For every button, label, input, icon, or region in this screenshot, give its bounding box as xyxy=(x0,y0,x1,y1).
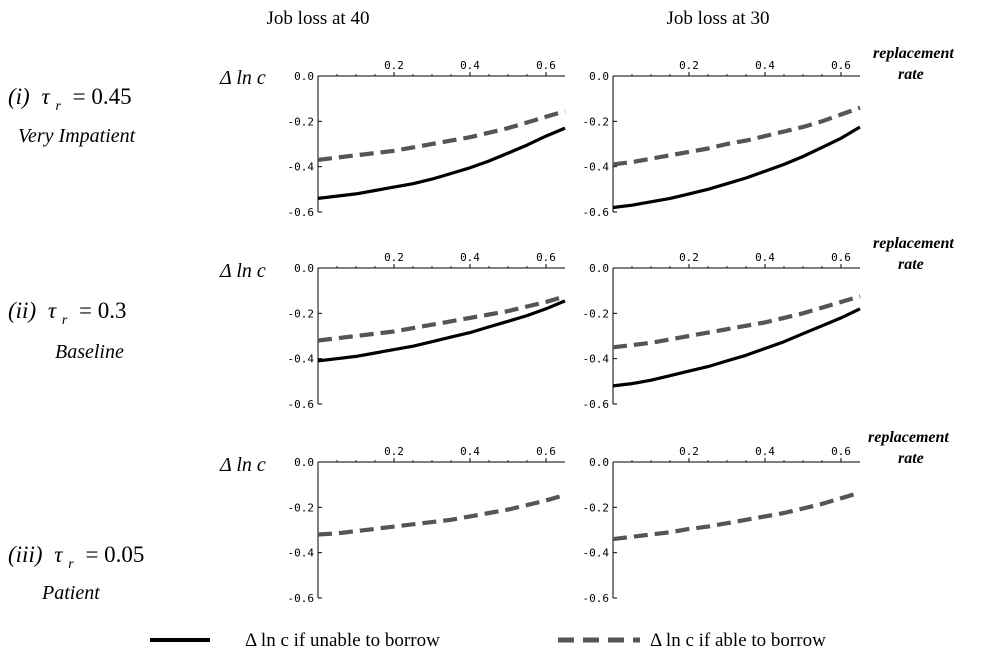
x-annotation-row-3: replacement rate xyxy=(868,429,949,467)
series-line-unable xyxy=(612,307,861,388)
panel-r3-c2: 0.2 0.4 0.6 0.0 -0.2 -0.4 -0.6 xyxy=(583,445,861,605)
y-tick-label: -0.2 xyxy=(583,307,610,320)
x-tick-label: 0.6 xyxy=(536,59,556,72)
legend-label-able: Δ ln c if able to borrow xyxy=(650,630,826,651)
row-tag: (i) xyxy=(8,84,30,109)
y-tick-label: -0.6 xyxy=(583,398,610,411)
series-line-able xyxy=(317,492,566,537)
y-tick-label: -0.6 xyxy=(583,592,610,605)
series-line-unable xyxy=(612,125,861,210)
x-tick-label: 0.4 xyxy=(460,251,480,264)
tau-symbol: τ xyxy=(48,298,57,323)
x-annotation-line2: rate xyxy=(898,256,924,273)
y-tick-label: -0.2 xyxy=(583,115,610,128)
x-tick-label: 0.2 xyxy=(384,445,404,458)
y-tick-label: -0.2 xyxy=(288,501,315,514)
row-tag: (iii) xyxy=(8,542,43,567)
tau-symbol: τ xyxy=(41,84,50,109)
y-tick-label: 0.0 xyxy=(589,70,609,83)
legend-label-unable: Δ ln c if unable to borrow xyxy=(245,630,440,651)
y-tick-label: 0.0 xyxy=(589,262,609,275)
x-tick-label: 0.4 xyxy=(755,251,775,264)
y-tick-label: -0.6 xyxy=(288,398,315,411)
x-annotation-row-2: replacement rate xyxy=(873,235,954,273)
x-annotation-line1: replacement xyxy=(873,235,954,252)
series-line-able xyxy=(317,294,566,343)
y-tick-label: -0.4 xyxy=(288,161,315,174)
y-tick-label: -0.4 xyxy=(583,547,610,560)
y-tick-label: -0.4 xyxy=(583,353,610,366)
x-tick-label: 0.4 xyxy=(460,445,480,458)
x-tick-label: 0.6 xyxy=(831,251,851,264)
y-axis-label: Δ ln c xyxy=(219,454,266,476)
row-label-patient: (iii) τ r = 0.05 Patient xyxy=(8,542,144,604)
x-annotation-line2: rate xyxy=(898,450,924,467)
y-tick-label: -0.6 xyxy=(583,206,610,219)
y-tick-label: -0.4 xyxy=(288,353,315,366)
tau-value: = 0.3 xyxy=(79,298,126,323)
y-tick-label: 0.0 xyxy=(589,456,609,469)
x-annotation-line1: replacement xyxy=(873,45,954,62)
series-line-able xyxy=(612,294,861,350)
series-line-able xyxy=(612,105,861,167)
x-annotation-row-1: replacement rate xyxy=(873,45,954,83)
y-tick-label: 0.0 xyxy=(294,70,314,83)
x-tick-label: 0.6 xyxy=(831,59,851,72)
tau-value: = 0.45 xyxy=(73,84,132,109)
x-tick-label: 0.2 xyxy=(384,251,404,264)
panel-r1-c1: 0.2 0.4 0.6 0.0 -0.2 -0.4 -0.6 xyxy=(288,59,566,219)
x-tick-label: 0.4 xyxy=(755,59,775,72)
panel-r2-c2: 0.2 0.4 0.6 0.0 -0.2 -0.4 -0.6 xyxy=(583,251,861,411)
y-tick-label: -0.6 xyxy=(288,206,315,219)
y-tick-label: 0.0 xyxy=(294,262,314,275)
x-tick-label: 0.2 xyxy=(384,59,404,72)
y-tick-label: -0.2 xyxy=(288,115,315,128)
svg-text:(ii) τ r = 0: (ii) τ r = 0.3 xyxy=(8,298,127,329)
x-tick-label: 0.2 xyxy=(679,445,699,458)
x-tick-label: 0.6 xyxy=(831,445,851,458)
row-label-baseline: (ii) τ r = 0.3 Baseline xyxy=(8,298,127,363)
row-subtitle: Very Impatient xyxy=(18,125,136,147)
tau-symbol: τ xyxy=(54,542,63,567)
column-title-job-loss-40: Job loss at 40 xyxy=(267,8,370,29)
row-label-very-impatient: (i) τ r = 0.45 Very Impatient xyxy=(8,84,136,147)
x-tick-label: 0.4 xyxy=(460,59,480,72)
row-tag: (ii) xyxy=(8,298,36,323)
row-subtitle: Patient xyxy=(41,582,100,604)
tau-subscript: r xyxy=(62,313,68,328)
panel-r3-c1: 0.2 0.4 0.6 0.0 -0.2 -0.4 -0.6 xyxy=(288,445,566,605)
series-line-able xyxy=(612,490,861,542)
y-axis-label: Δ ln c xyxy=(219,260,266,282)
x-tick-label: 0.2 xyxy=(679,59,699,72)
svg-text:(iii) τ r =: (iii) τ r = 0.05 xyxy=(8,542,144,573)
y-tick-label: -0.2 xyxy=(288,307,315,320)
y-tick-label: -0.4 xyxy=(583,161,610,174)
y-tick-label: 0.0 xyxy=(294,456,314,469)
x-annotation-line1: replacement xyxy=(868,429,949,446)
y-tick-label: -0.6 xyxy=(288,592,315,605)
column-title-job-loss-30: Job loss at 30 xyxy=(667,8,770,29)
x-tick-label: 0.4 xyxy=(755,445,775,458)
x-tick-label: 0.6 xyxy=(536,445,556,458)
y-tick-label: -0.2 xyxy=(583,501,610,514)
series-line-unable xyxy=(317,299,566,363)
panel-r1-c2: 0.2 0.4 0.6 0.0 -0.2 -0.4 -0.6 xyxy=(583,59,861,219)
panel-r2-c1: 0.2 0.4 0.6 0.0 -0.2 -0.4 -0.6 xyxy=(288,251,566,411)
series-line-unable xyxy=(317,126,566,200)
tau-value: = 0.05 xyxy=(85,542,144,567)
svg-text:(i) τ r = 0.: (i) τ r = 0.45 xyxy=(8,84,132,115)
tau-subscript: r xyxy=(68,557,74,572)
legend: Δ ln c if unable to borrow Δ ln c if abl… xyxy=(150,630,826,651)
y-tick-label: -0.4 xyxy=(288,547,315,560)
x-tick-label: 0.6 xyxy=(536,251,556,264)
series-line-able xyxy=(317,109,566,162)
x-annotation-line2: rate xyxy=(898,66,924,83)
x-tick-label: 0.2 xyxy=(679,251,699,264)
panels: 0.2 0.4 0.6 0.0 -0.2 -0.4 -0.6 0.2 0.4 0.6 0.0 -0.2… xyxy=(288,59,861,605)
y-axis-label: Δ ln c xyxy=(219,67,266,89)
row-subtitle: Baseline xyxy=(55,341,124,363)
tau-subscript: r xyxy=(55,99,61,114)
